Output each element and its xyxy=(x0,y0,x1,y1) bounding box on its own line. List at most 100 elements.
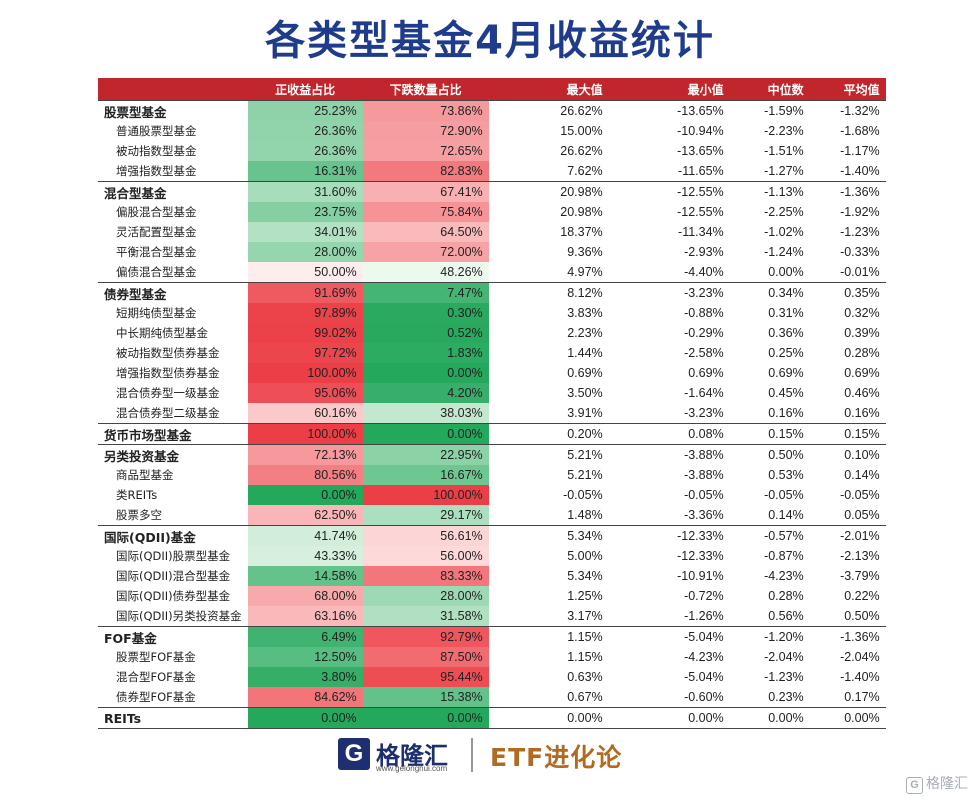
min-value-cell: -5.04% xyxy=(684,670,724,684)
min-value-cell: -1.26% xyxy=(684,609,724,623)
watermark: G 格隆汇 xyxy=(906,773,968,794)
decline-ratio-cell: 1.83% xyxy=(362,343,489,363)
positive-ratio-cell: 43.33% xyxy=(247,546,363,566)
mean-value-cell: 0.14% xyxy=(844,468,880,482)
mean-value-cell: 0.16% xyxy=(844,406,880,420)
fund-type-name: 偏债混合型基金 xyxy=(116,265,197,279)
category-row: 国际(QDII)基金 41.74% 56.61% 5.34% -12.33% -0.57%… xyxy=(98,525,886,546)
fund-type-name: 债券型基金 xyxy=(98,282,248,303)
positive-ratio-cell: 14.58% xyxy=(247,566,363,586)
fund-type-name: 混合债券型二级基金 xyxy=(116,406,220,420)
table-row: 混合债券型一级基金 95.06% 4.20% 3.50% -1.64% 0.45% 0.46… xyxy=(98,383,886,403)
mean-value-cell: 0.17% xyxy=(844,690,880,704)
max-value-cell: 20.98% xyxy=(560,205,603,219)
footer-divider xyxy=(471,738,473,772)
table-row: 商品型基金 80.56% 16.67% 5.21% -3.88% 0.53% 0.14% xyxy=(98,465,886,485)
positive-ratio-cell: 68.00% xyxy=(247,586,363,606)
fund-type-name: 被动指数型债券基金 xyxy=(116,346,220,360)
fund-type-name: 类REITs xyxy=(116,488,158,502)
fund-returns-table: 正收益占比 下跌数量占比 最大值 最小值 中位数 平均值 股票型基金 25.23%… xyxy=(98,78,886,729)
positive-ratio-cell: 80.56% xyxy=(247,465,363,485)
decline-ratio-cell: 38.03% xyxy=(362,403,489,424)
table-row: 国际(QDII)另类投资基金 63.16% 31.58% 3.17% -1.26% 0.5… xyxy=(98,606,886,627)
mean-value-cell: 0.15% xyxy=(809,423,886,445)
mean-value-cell: -0.01% xyxy=(840,265,880,279)
positive-ratio-cell: 99.02% xyxy=(247,323,363,343)
positive-ratio-cell: 95.06% xyxy=(247,383,363,403)
min-value-cell: -12.55% xyxy=(608,181,730,202)
header-decline-ratio: 下跌数量占比 xyxy=(362,78,489,101)
fund-type-name: 国际(QDII)混合型基金 xyxy=(116,569,231,583)
min-value-cell: -12.33% xyxy=(608,525,730,546)
min-value-cell: -13.65% xyxy=(677,144,724,158)
max-value-cell: 0.00% xyxy=(488,707,609,729)
max-value-cell: 3.50% xyxy=(567,386,603,400)
positive-ratio-cell: 26.36% xyxy=(247,141,363,161)
min-value-cell: -4.40% xyxy=(684,265,724,279)
min-value-cell: -0.29% xyxy=(684,326,724,340)
fund-type-name: 另类投资基金 xyxy=(98,444,248,465)
table-body: 股票型基金 25.23% 73.86% 26.62% -13.65% -1.59% -1.3… xyxy=(98,100,886,729)
max-value-cell: 7.62% xyxy=(567,164,603,178)
decline-ratio-cell: 100.00% xyxy=(362,485,489,505)
fund-type-name: FOF基金 xyxy=(98,626,248,647)
median-value-cell: 0.00% xyxy=(729,707,810,729)
mean-value-cell: 0.10% xyxy=(809,444,886,465)
positive-ratio-cell: 97.89% xyxy=(247,303,363,323)
table-row: 平衡混合型基金 28.00% 72.00% 9.36% -2.93% -1.24% -0.3… xyxy=(98,242,886,262)
decline-ratio-cell: 72.00% xyxy=(362,242,489,262)
min-value-cell: -0.60% xyxy=(684,690,724,704)
positive-ratio-cell: 100.00% xyxy=(247,363,363,383)
category-row: 股票型基金 25.23% 73.86% 26.62% -13.65% -1.59% -1.3… xyxy=(98,100,886,121)
max-value-cell: 15.00% xyxy=(560,124,603,138)
table-row: 短期纯债型基金 97.89% 0.30% 3.83% -0.88% 0.31% 0.32% xyxy=(98,303,886,323)
mean-value-cell: -1.36% xyxy=(809,181,886,202)
table-row: 国际(QDII)债券型基金 68.00% 28.00% 1.25% -0.72% 0.28… xyxy=(98,586,886,606)
page-title: 各类型基金4月收益统计 xyxy=(265,18,715,64)
table-row: 偏债混合型基金 50.00% 48.26% 4.97% -4.40% 0.00% -0.01… xyxy=(98,262,886,283)
table-row: 混合债券型二级基金 60.16% 38.03% 3.91% -3.23% 0.16% 0.1… xyxy=(98,403,886,424)
max-value-cell: 3.83% xyxy=(567,306,603,320)
min-value-cell: -10.91% xyxy=(677,569,724,583)
decline-ratio-cell: 28.00% xyxy=(362,586,489,606)
fund-type-name: 国际(QDII)另类投资基金 xyxy=(116,609,242,623)
watermark-text: 格隆汇 xyxy=(926,776,968,792)
max-value-cell: 18.37% xyxy=(560,225,603,239)
fund-type-name: 股票型FOF基金 xyxy=(116,650,196,664)
min-value-cell: -0.72% xyxy=(684,589,724,603)
fund-type-name: 混合型FOF基金 xyxy=(116,670,196,684)
positive-ratio-cell: 41.74% xyxy=(247,525,363,546)
max-value-cell: 4.97% xyxy=(567,265,603,279)
category-row: FOF基金 6.49% 92.79% 1.15% -5.04% -1.20% -1.36% xyxy=(98,626,886,647)
category-row: 货币市场型基金 100.00% 0.00% 0.20% 0.08% 0.15% 0.15% xyxy=(98,423,886,445)
mean-value-cell: -0.33% xyxy=(840,245,880,259)
median-value-cell: -1.24% xyxy=(764,245,804,259)
mean-value-cell: -1.32% xyxy=(809,100,886,121)
median-value-cell: -4.23% xyxy=(764,569,804,583)
median-value-cell: -1.23% xyxy=(764,670,804,684)
header-min: 最小值 xyxy=(608,78,730,101)
median-value-cell: -0.87% xyxy=(764,549,804,563)
max-value-cell: 0.69% xyxy=(567,366,603,380)
watermark-logo-icon: G xyxy=(906,777,923,794)
positive-ratio-cell: 25.23% xyxy=(247,100,363,121)
max-value-cell: 26.62% xyxy=(560,144,603,158)
max-value-cell: 8.12% xyxy=(488,282,609,303)
max-value-cell: 5.21% xyxy=(567,468,603,482)
min-value-cell: 0.08% xyxy=(608,423,730,445)
decline-ratio-cell: 7.47% xyxy=(362,282,489,303)
mean-value-cell: -1.17% xyxy=(840,144,880,158)
min-value-cell: -0.88% xyxy=(684,306,724,320)
median-value-cell: -1.02% xyxy=(764,225,804,239)
min-value-cell: -0.05% xyxy=(684,488,724,502)
median-value-cell: -1.51% xyxy=(764,144,804,158)
mean-value-cell: 0.50% xyxy=(844,609,880,623)
decline-ratio-cell: 83.33% xyxy=(362,566,489,586)
max-value-cell: 5.21% xyxy=(488,444,609,465)
max-value-cell: 5.34% xyxy=(488,525,609,546)
positive-ratio-cell: 60.16% xyxy=(247,403,363,424)
median-value-cell: 0.36% xyxy=(768,326,804,340)
fund-type-name: 普通股票型基金 xyxy=(116,124,197,138)
mean-value-cell: 0.28% xyxy=(844,346,880,360)
gelonghui-logo-text: 格隆汇 xyxy=(376,742,448,770)
